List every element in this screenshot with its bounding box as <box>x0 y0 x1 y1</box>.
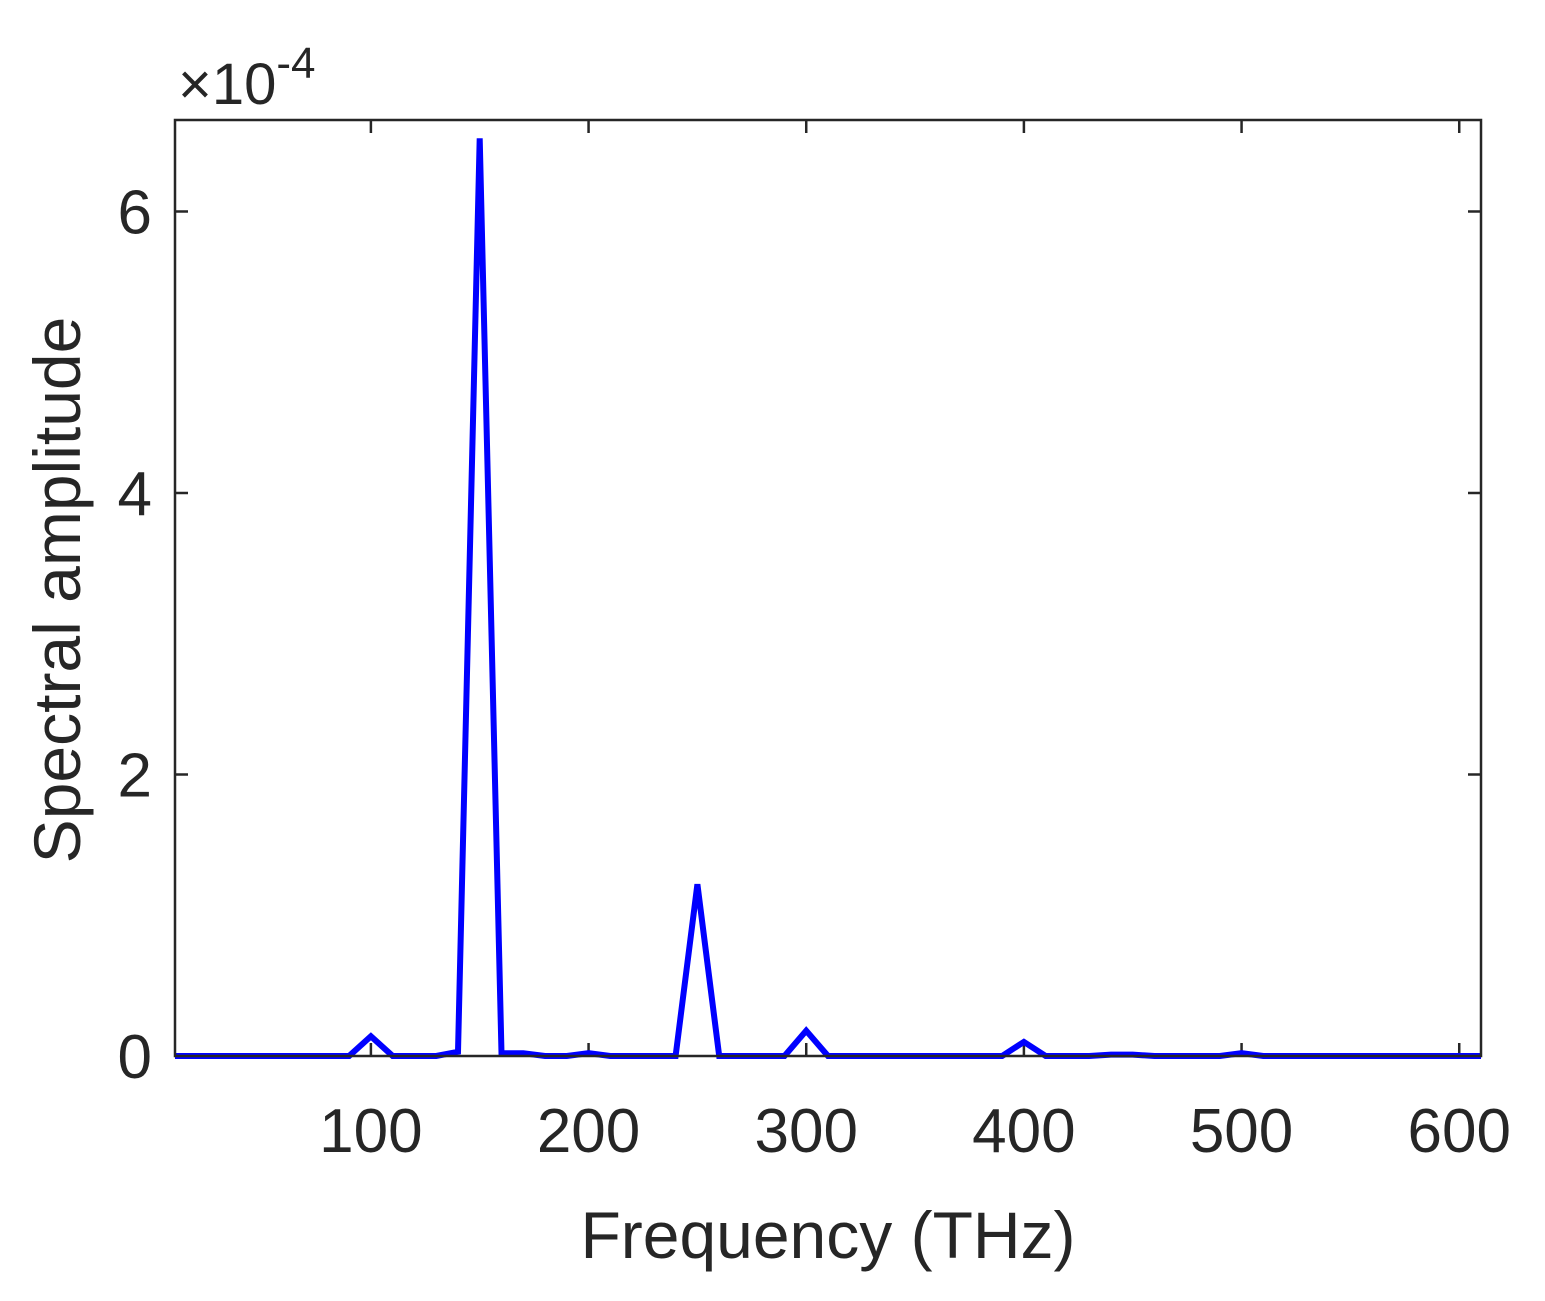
axes-box <box>173 118 1483 1058</box>
y-exponent-prefix: ×10 <box>178 52 276 117</box>
y-tick-label: 0 <box>118 1023 152 1092</box>
y-tick-label: 2 <box>118 741 152 810</box>
y-exponent-label: ×10-4 <box>178 39 316 117</box>
plot-area <box>175 120 1481 1056</box>
x-axis-label: Frequency (THz) <box>580 1198 1075 1272</box>
y-tick-label: 6 <box>118 178 152 247</box>
x-tick-label: 100 <box>319 1097 422 1166</box>
x-tick-label: 500 <box>1190 1097 1293 1166</box>
x-tick-label: 400 <box>972 1097 1075 1166</box>
x-tick-label: 300 <box>755 1097 858 1166</box>
x-tick-label: 200 <box>537 1097 640 1166</box>
y-axis-label: Spectral amplitude <box>20 317 94 864</box>
tick-labels: 100 200 300 400 500 600 0 2 4 6 <box>118 178 1511 1166</box>
x-tick-label: 600 <box>1408 1097 1511 1166</box>
y-exponent-power: -4 <box>276 39 315 88</box>
y-tick-label: 4 <box>118 460 152 529</box>
